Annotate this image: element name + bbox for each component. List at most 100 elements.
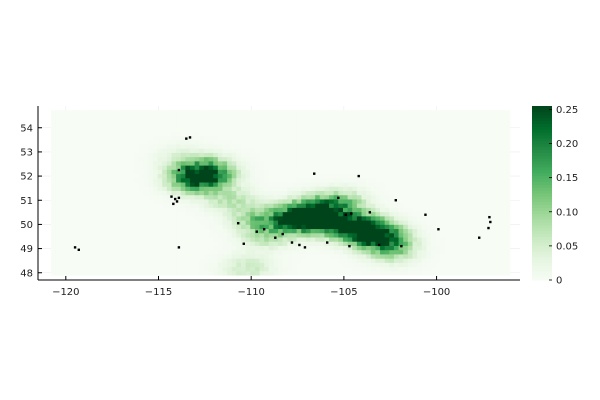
heatmap-cell <box>157 211 163 217</box>
heatmap-cell <box>203 194 209 200</box>
heatmap-cell <box>69 165 75 170</box>
heatmap-cell <box>236 258 242 263</box>
heatmap-cell <box>324 114 330 120</box>
heatmap-cell <box>305 203 311 208</box>
heatmap-cell <box>324 258 330 263</box>
heatmap-cell <box>190 118 196 124</box>
heatmap-cell <box>481 165 488 170</box>
heatmap-cell <box>403 228 409 234</box>
heatmap-cell <box>125 211 131 217</box>
heatmap-cell <box>171 173 177 179</box>
heatmap-cell <box>213 139 219 145</box>
heatmap-cell <box>231 177 237 183</box>
heatmap-cell <box>389 249 395 255</box>
heatmap-cell <box>440 135 446 141</box>
heatmap-cell <box>463 245 469 251</box>
heatmap-cell <box>347 258 353 263</box>
heatmap-cell <box>199 220 205 225</box>
heatmap-cell <box>440 241 446 246</box>
heatmap-cell <box>440 177 446 183</box>
heatmap-cell <box>449 220 455 225</box>
heatmap-cell <box>176 110 182 115</box>
heatmap-cell <box>407 144 413 149</box>
heatmap-cell <box>162 122 168 128</box>
heatmap-cell <box>245 249 251 255</box>
heatmap-cell <box>50 211 57 217</box>
heatmap-cell <box>384 173 390 179</box>
heatmap-cell <box>101 270 107 276</box>
heatmap-cell <box>356 118 362 124</box>
heatmap-cell <box>78 203 84 208</box>
heatmap-cell <box>310 190 316 196</box>
heatmap-cell <box>199 182 205 187</box>
heatmap-cell <box>426 224 432 230</box>
heatmap-cell <box>352 118 358 124</box>
heatmap-cell <box>477 270 483 276</box>
heatmap-cell <box>468 237 474 242</box>
heatmap-cell <box>213 194 219 200</box>
heatmap-cell <box>88 245 94 251</box>
heatmap-cell <box>166 148 172 153</box>
heatmap-cell <box>291 144 298 149</box>
heatmap-cell <box>287 249 293 255</box>
heatmap-cell <box>213 207 219 213</box>
heatmap-cell <box>329 118 335 124</box>
heatmap-cell <box>329 156 335 162</box>
heatmap-cell <box>245 118 251 124</box>
colorbar-swatch <box>532 137 552 142</box>
heatmap-cell <box>324 211 330 217</box>
heatmap-cell <box>208 148 214 153</box>
heatmap-cell <box>157 232 163 238</box>
heatmap-cell <box>111 241 117 246</box>
heatmap-cell <box>264 127 270 132</box>
heatmap-cell <box>236 224 242 230</box>
heatmap-cell <box>449 215 455 221</box>
heatmap-cell <box>74 148 80 153</box>
heatmap-cell <box>162 254 168 259</box>
heatmap-cell <box>240 148 247 153</box>
heatmap-cell <box>305 165 311 170</box>
heatmap-cell <box>78 127 84 132</box>
heatmap-cell <box>162 215 168 221</box>
heatmap-cell <box>278 177 284 183</box>
heatmap-cell <box>222 245 228 251</box>
heatmap-cell <box>208 152 214 158</box>
heatmap-cell <box>148 194 154 200</box>
heatmap-cell <box>393 228 399 234</box>
point-marker <box>274 236 277 239</box>
heatmap-cell <box>120 173 126 179</box>
heatmap-cell <box>111 156 117 162</box>
heatmap-cell <box>74 207 80 213</box>
heatmap-cell <box>129 156 135 162</box>
heatmap-cell <box>495 110 501 115</box>
heatmap-cell <box>88 211 94 217</box>
heatmap-cell <box>305 190 311 196</box>
heatmap-cell <box>227 237 233 242</box>
heatmap-cell <box>389 207 395 213</box>
heatmap-cell <box>287 165 293 170</box>
heatmap-cell <box>412 131 418 137</box>
heatmap-cell <box>278 262 284 268</box>
heatmap-cell <box>287 160 293 166</box>
heatmap-cell <box>342 135 348 141</box>
heatmap-cell <box>361 148 367 153</box>
heatmap-cell <box>180 152 186 158</box>
heatmap-cell <box>291 220 298 225</box>
heatmap-cell <box>180 177 186 183</box>
heatmap-cell <box>125 190 131 196</box>
heatmap-cell <box>468 224 474 230</box>
heatmap-cell <box>477 224 483 230</box>
heatmap-cell <box>426 173 432 179</box>
heatmap-cell <box>338 114 344 120</box>
heatmap-cell <box>157 224 163 230</box>
heatmap-cell <box>78 169 84 175</box>
heatmap-cell <box>477 211 483 217</box>
heatmap-cell <box>454 237 460 242</box>
heatmap-cell <box>315 156 321 162</box>
colorbar-swatch <box>532 207 552 211</box>
heatmap-cell <box>236 160 242 166</box>
heatmap-cell <box>472 220 478 225</box>
heatmap-cell <box>259 220 265 225</box>
heatmap-cell <box>69 254 75 259</box>
heatmap-cell <box>352 203 358 208</box>
